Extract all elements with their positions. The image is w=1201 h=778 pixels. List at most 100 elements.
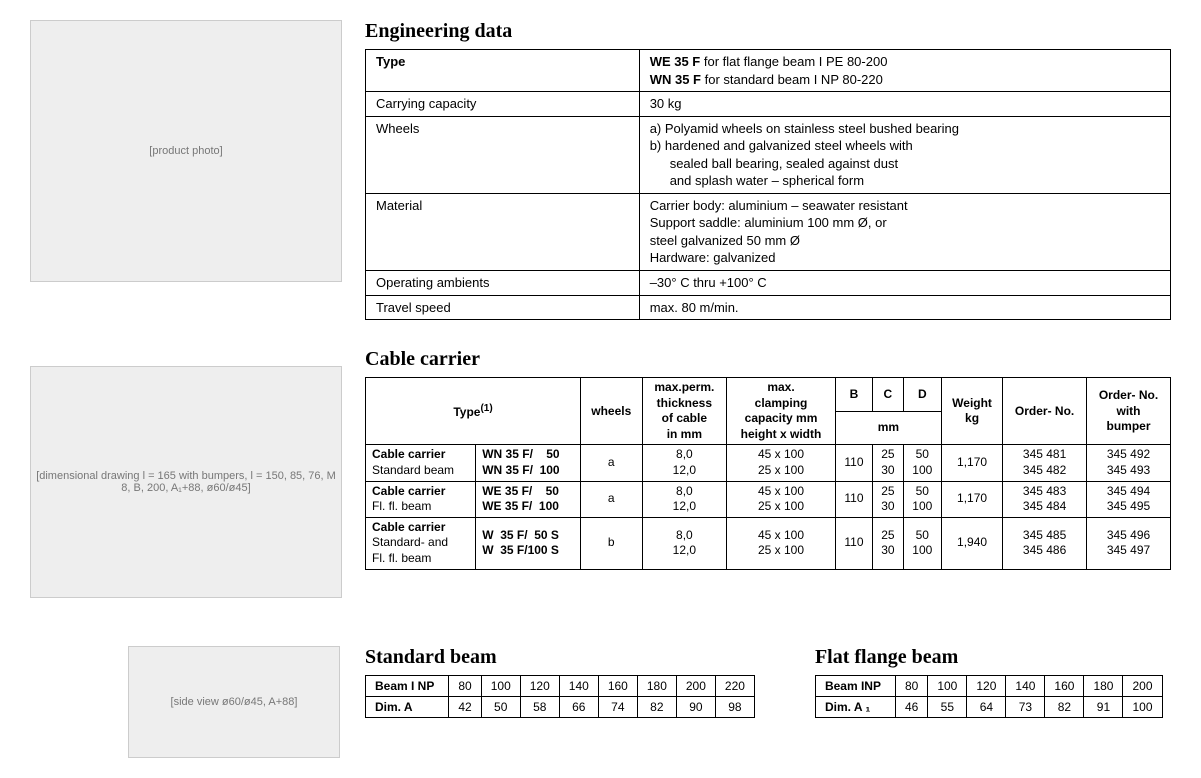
cell-thk: 8,012,0	[642, 517, 727, 569]
cell-weight: 1,940	[941, 517, 1002, 569]
table-row: Beam INP80100120140160180200	[815, 676, 1162, 697]
cell-wheels: b	[581, 517, 642, 569]
beam-cell: 100	[481, 676, 520, 697]
beam-cell: 82	[637, 697, 676, 718]
engineering-table: Type WE 35 F for flat flange beam I PE 8…	[365, 49, 1171, 320]
type-2-bold: WN 35 F	[650, 72, 701, 87]
h-w2: kg	[965, 411, 979, 425]
cable-data: Cable carrier Type(1) wheels max.perm. t…	[365, 348, 1171, 598]
material-4: Hardware: galvanized	[650, 250, 776, 265]
cell-model: WN 35 F/ 50WN 35 F/ 100	[476, 445, 581, 481]
cell-name: Cable carrierStandard beam	[366, 445, 476, 481]
cell-D: 50100	[903, 481, 941, 517]
cell-order-bumper: 345 492345 493	[1087, 445, 1171, 481]
beam-cell: 46	[895, 697, 927, 718]
cell-thk: 8,012,0	[642, 445, 727, 481]
speed-value: max. 80 m/min.	[639, 295, 1170, 320]
table-row: Cable carrierStandard beamWN 35 F/ 50WN …	[366, 445, 1171, 481]
beam-cell: 42	[449, 697, 481, 718]
table-row: Dim. A4250586674829098	[366, 697, 755, 718]
h-type-text: Type	[453, 405, 480, 419]
cable-table-body: Cable carrierStandard beamWN 35 F/ 50WN …	[366, 445, 1171, 569]
beam-cell: 58	[520, 697, 559, 718]
beam-cell: 80	[895, 676, 927, 697]
table-row: Cable carrierStandard- andFl. fl. beamW …	[366, 517, 1171, 569]
cell-B: 110	[835, 481, 872, 517]
cell-weight: 1,170	[941, 445, 1002, 481]
table-row: Dim. A ₁465564738291100	[815, 697, 1162, 718]
type-value: WE 35 F for flat flange beam I PE 80-200…	[639, 50, 1170, 92]
h-type-sup: (1)	[480, 403, 492, 414]
product-photo: [product photo]	[30, 20, 342, 282]
h-clamp: max. clamping capacity mm height x width	[727, 378, 836, 445]
flat-beam-table: Beam INP80100120140160180200Dim. A ₁4655…	[815, 675, 1163, 718]
wheels-value: a) Polyamid wheels on stainless steel bu…	[639, 116, 1170, 193]
diagram-column: [dimensional drawing l = 165 with bumper…	[30, 348, 340, 598]
table-row: Beam I NP80100120140160180200220	[366, 676, 755, 697]
type-label: Type	[366, 50, 640, 92]
image-column: [product photo]	[30, 20, 340, 320]
h-cl4: height x width	[741, 427, 822, 441]
beam-cell: 74	[598, 697, 637, 718]
beam-cell: 82	[1045, 697, 1084, 718]
capacity-label: Carrying capacity	[366, 92, 640, 117]
h-thk1: max.perm.	[654, 380, 714, 394]
ambient-value: –30° C thru +100° C	[639, 271, 1170, 296]
cell-B: 110	[835, 445, 872, 481]
beam-cell: 80	[449, 676, 481, 697]
standard-beam-table: Beam I NP80100120140160180200220Dim. A42…	[365, 675, 755, 718]
cell-name: Cable carrierFl. fl. beam	[366, 481, 476, 517]
beam-cell: 180	[637, 676, 676, 697]
beam-cell: 200	[676, 676, 715, 697]
wheels-b: b) hardened and galvanized steel wheels …	[650, 138, 913, 153]
beam-cell: 64	[967, 697, 1006, 718]
standard-beam-heading: Standard beam	[365, 646, 755, 669]
beam-cell: 180	[1084, 676, 1123, 697]
h-B: B	[835, 378, 872, 412]
cell-order: 345 481345 482	[1003, 445, 1087, 481]
h-thickness: max.perm. thickness of cable in mm	[642, 378, 727, 445]
cell-wheels: a	[581, 445, 642, 481]
speed-label: Travel speed	[366, 295, 640, 320]
engineering-heading: Engineering data	[365, 20, 1171, 43]
h-type: Type(1)	[366, 378, 581, 445]
cell-C: 2530	[873, 481, 904, 517]
wheels-label: Wheels	[366, 116, 640, 193]
cell-clamp: 45 x 10025 x 100	[727, 445, 836, 481]
h-C: C	[873, 378, 904, 412]
h-cl2: clamping	[755, 396, 808, 410]
wheels-b2: sealed ball bearing, sealed against dust	[650, 155, 898, 173]
h-ob3: bumper	[1107, 419, 1151, 433]
cell-C: 2530	[873, 445, 904, 481]
h-w1: Weight	[952, 396, 992, 410]
beam-cell: 55	[928, 697, 967, 718]
beam-cell: 160	[598, 676, 637, 697]
h-thk4: in mm	[667, 427, 702, 441]
beam-cell: 160	[1045, 676, 1084, 697]
cell-clamp: 45 x 10025 x 100	[727, 481, 836, 517]
cell-D: 50100	[903, 445, 941, 481]
beam-label: Beam INP	[815, 676, 895, 697]
cell-B: 110	[835, 517, 872, 569]
material-value: Carrier body: aluminium – seawater resis…	[639, 193, 1170, 270]
beam-cell: 120	[520, 676, 559, 697]
cell-model: W 35 F/ 50 SW 35 F/100 S	[476, 517, 581, 569]
beam-cell: 73	[1006, 697, 1045, 718]
beam-section: [side view ø60/ø45, A+88] Standard beam …	[30, 626, 1171, 758]
cable-table: Type(1) wheels max.perm. thickness of ca…	[365, 377, 1171, 570]
cell-name: Cable carrierStandard- andFl. fl. beam	[366, 517, 476, 569]
beam-cell: 120	[967, 676, 1006, 697]
h-thk2: thickness	[657, 396, 712, 410]
beam-cell: 50	[481, 697, 520, 718]
type-2-rest: for standard beam I NP 80-220	[701, 72, 883, 87]
capacity-value: 30 kg	[639, 92, 1170, 117]
beam-cell: 66	[559, 697, 598, 718]
cell-order: 345 485345 486	[1003, 517, 1087, 569]
beam-cell: 140	[559, 676, 598, 697]
beam-cell: 100	[1123, 697, 1162, 718]
h-thk3: of cable	[662, 411, 707, 425]
material-3: steel galvanized 50 mm Ø	[650, 233, 800, 248]
h-order-bumper: Order- No. with bumper	[1087, 378, 1171, 445]
beam-cell: 91	[1084, 697, 1123, 718]
flat-beam-block: Flat flange beam Beam INP801001201401601…	[815, 646, 1163, 718]
